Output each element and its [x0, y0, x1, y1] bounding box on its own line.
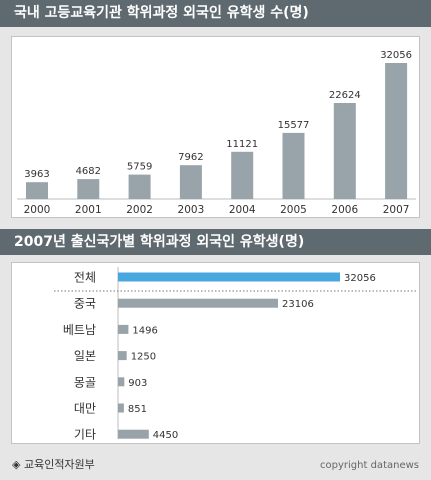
chart2-value-label: 1250	[131, 352, 156, 363]
chart2-category-label: 중국	[74, 297, 96, 311]
chart1-bar-2001	[77, 179, 100, 199]
chart1-value-label: 7962	[178, 152, 203, 163]
chart1-bar-2003	[179, 165, 202, 199]
chart1-svg: 3963 2000 4682 2001 5759 2002 7962 2003 11121 200…	[17, 50, 416, 216]
chart2-bar-4	[118, 377, 125, 387]
chart1-value-label: 4682	[76, 166, 101, 177]
chart2-panel: 전체 32056 중국 23106 베트남 1496 일본 1250 몽골 903 대만 851 기타 4…	[11, 262, 420, 444]
chart1-tick-label: 2001	[75, 204, 102, 216]
chart1-value-label: 11121	[226, 139, 258, 150]
chart1-tick-label: 2006	[331, 204, 358, 216]
chart2-title: 2007년 출신국가별 학위과정 외국인 유학생(명)	[0, 229, 431, 255]
chart1-bar-2006	[333, 103, 356, 199]
chart1-title: 국내 고등교육기관 학위과정 외국인 유학생 수(명)	[0, 0, 431, 27]
chart1-value-label: 15577	[278, 120, 310, 131]
source-note: ◈ 교육인적자원부	[12, 458, 95, 471]
chart2-bar-6	[118, 429, 149, 439]
chart1-tick-label: 2004	[229, 204, 256, 216]
chart1-value-label: 5759	[127, 162, 152, 173]
chart2-value-label: 4450	[153, 430, 178, 441]
chart2-svg: 전체 32056 중국 23106 베트남 1496 일본 1250 몽골 903 대만 851 기타 4…	[54, 267, 416, 442]
chart2-bar-2	[118, 324, 129, 334]
chart2-value-label: 32056	[344, 273, 376, 284]
chart2-value-label: 903	[128, 378, 147, 389]
chart1-bar-2007	[385, 63, 408, 199]
chart2-bar-0	[118, 272, 340, 282]
copyright-note: copyright datanews	[320, 460, 419, 471]
chart2-category-label: 기타	[74, 428, 96, 442]
chart2-category-label: 베트남	[63, 323, 96, 337]
chart1-panel: 3963 2000 4682 2001 5759 2002 7962 2003 11121 200…	[11, 36, 420, 218]
chart1-bar-2000	[26, 182, 48, 199]
chart2-bar-3	[118, 351, 127, 361]
chart1-bar-2002	[128, 174, 151, 199]
chart2-category-label: 대만	[74, 402, 96, 416]
chart2-value-label: 851	[128, 404, 147, 415]
chart1-bar-2004	[231, 151, 254, 199]
chart1-value-label: 22624	[329, 90, 361, 101]
chart2-bar-1	[118, 298, 278, 308]
chart1-value-label: 3963	[24, 169, 49, 180]
chart1-tick-label: 2000	[24, 204, 51, 216]
chart2-category-label: 전체	[74, 271, 96, 285]
chart1-tick-label: 2003	[178, 204, 205, 216]
chart1-tick-label: 2005	[280, 204, 307, 216]
chart1-bar-2005	[282, 132, 305, 199]
chart2-value-label: 1496	[132, 325, 157, 336]
chart2-category-label: 몽골	[74, 375, 96, 389]
chart1-value-label: 32056	[380, 50, 412, 61]
chart1-tick-label: 2002	[126, 204, 153, 216]
chart2-category-label: 일본	[74, 349, 96, 363]
chart2-value-label: 23106	[282, 299, 314, 310]
chart1-tick-label: 2007	[383, 204, 410, 216]
chart2-bar-5	[118, 403, 124, 413]
